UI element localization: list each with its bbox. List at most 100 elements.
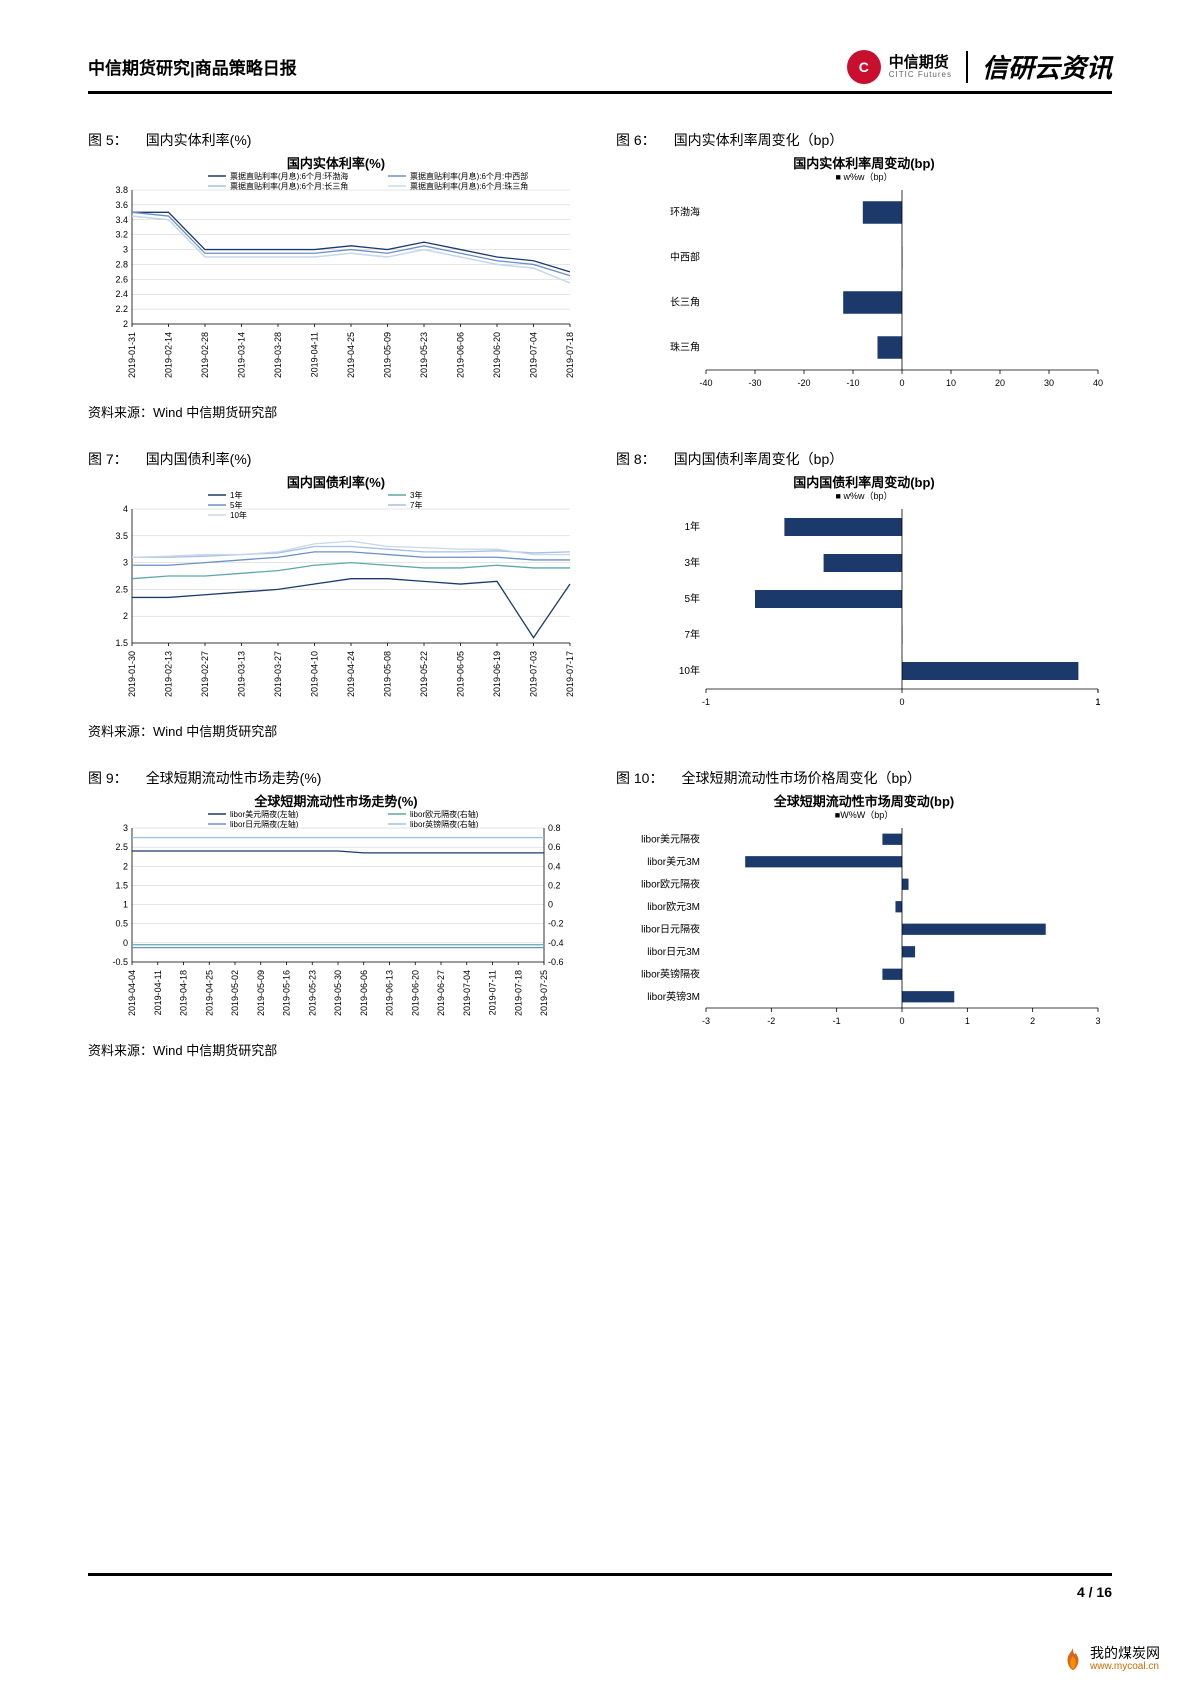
svg-text:10: 10 [946, 378, 956, 388]
svg-text:国内实体利率周变动(bp): 国内实体利率周变动(bp) [793, 156, 935, 171]
brand-secondary: 信研云资讯 [982, 48, 1112, 85]
svg-text:2019-05-02: 2019-05-02 [230, 970, 240, 1016]
svg-text:2019-06-20: 2019-06-20 [410, 970, 420, 1016]
svg-text:2.8: 2.8 [115, 259, 128, 269]
svg-text:2019-06-06: 2019-06-06 [456, 332, 466, 378]
svg-text:2019-04-25: 2019-04-25 [204, 970, 214, 1016]
svg-text:2019-05-09: 2019-05-09 [383, 332, 393, 378]
page-header: 中信期货研究|商品策略日报 C 中信期货 CITIC Futures 信研云资讯 [88, 48, 1112, 94]
svg-text:0: 0 [899, 378, 904, 388]
svg-text:libor英镑隔夜(右轴): libor英镑隔夜(右轴) [410, 819, 479, 829]
svg-text:0.5: 0.5 [115, 919, 128, 929]
svg-text:1: 1 [965, 1016, 970, 1026]
svg-text:2.2: 2.2 [115, 304, 128, 314]
svg-text:票据直贴利率(月息):6个月:中西部: 票据直贴利率(月息):6个月:中西部 [410, 171, 528, 181]
svg-text:2019-07-17: 2019-07-17 [565, 651, 575, 697]
company-name: 中信期货 [889, 55, 952, 70]
svg-text:2019-07-03: 2019-07-03 [529, 651, 539, 697]
svg-text:2019-06-06: 2019-06-06 [359, 970, 369, 1016]
fig7-chart: 国内国债利率(%)1年3年5年7年10年1.522.533.542019-01-… [88, 473, 584, 713]
svg-text:3年: 3年 [684, 556, 700, 569]
svg-text:3.8: 3.8 [115, 185, 128, 195]
svg-text:3.5: 3.5 [115, 531, 128, 541]
svg-text:libor日元隔夜(左轴): libor日元隔夜(左轴) [230, 819, 299, 829]
watermark-name: 我的煤炭网 [1090, 1646, 1160, 1661]
fig8-title: 图 8： 国内国债利率周变化（bp） [616, 449, 1112, 469]
fig8-chart: 国内国债利率周变动(bp)■ w%w（bp）-10111年3年5年7年10年 [616, 473, 1112, 713]
svg-text:-0.2: -0.2 [548, 919, 564, 929]
fig5-chart: 国内实体利率(%)票据直贴利率(月息):6个月:环渤海票据直贴利率(月息):6个… [88, 154, 584, 394]
svg-text:环渤海: 环渤海 [670, 206, 700, 219]
svg-text:1年: 1年 [684, 520, 700, 533]
fig6-chart: 国内实体利率周变动(bp)■ w%w（bp）-40-30-20-10010203… [616, 154, 1112, 394]
divider [966, 51, 968, 83]
svg-text:珠三角: 珠三角 [670, 341, 700, 354]
header-brand: C 中信期货 CITIC Futures 信研云资讯 [847, 48, 1112, 85]
svg-text:2019-04-11: 2019-04-11 [310, 332, 320, 377]
svg-text:国内国债利率周变动(bp): 国内国债利率周变动(bp) [793, 475, 935, 490]
svg-text:2019-04-24: 2019-04-24 [346, 651, 356, 697]
svg-text:-20: -20 [797, 378, 810, 388]
svg-text:libor英镑3M: libor英镑3M [647, 990, 700, 1003]
svg-text:2: 2 [123, 861, 128, 871]
svg-text:1: 1 [123, 900, 128, 910]
svg-text:票据直贴利率(月息):6个月:长三角: 票据直贴利率(月息):6个月:长三角 [230, 181, 348, 191]
svg-text:10年: 10年 [679, 664, 700, 677]
svg-text:7年: 7年 [684, 628, 700, 641]
svg-text:5年: 5年 [684, 592, 700, 605]
svg-text:-0.6: -0.6 [548, 957, 564, 967]
svg-text:长三角: 长三角 [670, 297, 700, 309]
svg-text:2019-07-11: 2019-07-11 [488, 970, 498, 1015]
svg-text:-40: -40 [699, 378, 712, 388]
svg-text:3.2: 3.2 [115, 230, 128, 240]
svg-text:2019-06-05: 2019-06-05 [456, 651, 466, 697]
fig10-title: 图 10： 全球短期流动性市场价格周变化（bp） [616, 768, 1112, 788]
header-title: 中信期货研究|商品策略日报 [88, 54, 297, 79]
svg-text:0.2: 0.2 [548, 880, 561, 890]
fig5-title: 图 5： 国内实体利率(%) [88, 130, 584, 150]
svg-text:2019-05-16: 2019-05-16 [282, 970, 292, 1016]
svg-text:2: 2 [1030, 1016, 1035, 1026]
svg-text:2019-04-04: 2019-04-04 [127, 970, 137, 1016]
svg-text:libor欧元隔夜(右轴): libor欧元隔夜(右轴) [410, 809, 479, 819]
svg-text:2019-04-10: 2019-04-10 [310, 651, 320, 697]
fig7-title: 图 7： 国内国债利率(%) [88, 449, 584, 469]
svg-text:2019-07-25: 2019-07-25 [539, 970, 549, 1016]
svg-text:libor欧元3M: libor欧元3M [647, 901, 700, 913]
svg-text:2019-02-27: 2019-02-27 [200, 651, 210, 697]
svg-text:7年: 7年 [410, 500, 422, 510]
fig10-chart: 全球短期流动性市场周变动(bp)■W%W（bp）-3-2-10123libor美… [616, 792, 1112, 1032]
svg-text:2019-03-28: 2019-03-28 [273, 332, 283, 378]
svg-text:1.5: 1.5 [115, 880, 128, 890]
svg-text:libor欧元隔夜: libor欧元隔夜 [641, 877, 700, 890]
svg-text:3.6: 3.6 [115, 200, 128, 210]
svg-text:票据直贴利率(月息):6个月:珠三角: 票据直贴利率(月息):6个月:珠三角 [410, 181, 528, 191]
svg-text:■ w%w（bp）: ■ w%w（bp） [836, 491, 893, 501]
svg-text:2.6: 2.6 [115, 274, 128, 284]
svg-text:0.8: 0.8 [548, 823, 561, 833]
fig9-title: 图 9： 全球短期流动性市场走势(%) [88, 768, 584, 788]
company-name-en: CITIC Futures [889, 70, 952, 79]
svg-text:2019-02-13: 2019-02-13 [164, 651, 174, 697]
svg-text:3.4: 3.4 [115, 215, 128, 225]
svg-text:libor日元3M: libor日元3M [647, 947, 700, 958]
svg-text:2019-06-27: 2019-06-27 [436, 970, 446, 1016]
svg-text:3: 3 [123, 245, 128, 255]
svg-text:-10: -10 [846, 378, 859, 388]
svg-text:2: 2 [123, 611, 128, 621]
svg-text:20: 20 [995, 378, 1005, 388]
svg-text:■ w%w（bp）: ■ w%w（bp） [836, 172, 893, 182]
svg-text:0.6: 0.6 [548, 842, 561, 852]
svg-text:2019-04-18: 2019-04-18 [179, 970, 189, 1016]
svg-text:国内实体利率(%): 国内实体利率(%) [287, 156, 385, 171]
svg-text:3: 3 [123, 558, 128, 568]
svg-text:3: 3 [1095, 1016, 1100, 1026]
svg-text:libor美元隔夜(左轴): libor美元隔夜(左轴) [230, 809, 299, 819]
svg-text:2019-05-23: 2019-05-23 [307, 970, 317, 1016]
svg-text:libor美元隔夜: libor美元隔夜 [641, 832, 700, 845]
watermark: 我的煤炭网 www.mycoal.cn [1062, 1646, 1160, 1672]
svg-text:2019-01-30: 2019-01-30 [127, 651, 137, 697]
svg-text:2019-06-20: 2019-06-20 [492, 332, 502, 378]
svg-text:2019-04-11: 2019-04-11 [153, 970, 163, 1015]
svg-text:-1: -1 [833, 1016, 841, 1026]
